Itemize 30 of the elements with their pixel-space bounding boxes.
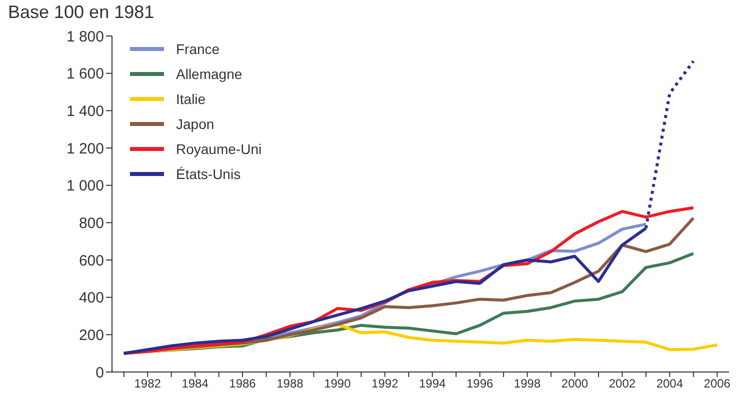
x-tick-label: 1988	[276, 376, 304, 391]
legend-label: Royaume-Uni	[176, 140, 262, 156]
x-tick-label: 2006	[704, 376, 731, 391]
x-tick-label: 1992	[372, 376, 399, 391]
x-tick-label: 1998	[514, 376, 541, 391]
text: Base 100 en 1981	[8, 2, 154, 23]
y-tick-label: 0	[96, 364, 104, 382]
x-tick-label: 2002	[608, 376, 636, 391]
x-tick-label: 2000	[561, 376, 588, 391]
y-tick-label: 1 400	[66, 102, 104, 120]
y-tick-label: 200	[78, 326, 104, 344]
x-tick-label: 1994	[419, 376, 446, 391]
y-tick-label: 800	[78, 214, 104, 232]
x-tick-label: 1996	[466, 376, 494, 391]
legend-label: États-Unis	[176, 166, 241, 182]
y-tick-label: 1 600	[66, 66, 104, 83]
x-tick-label: 1990	[324, 376, 352, 391]
y-tick-label: 1 200	[66, 140, 104, 158]
x-tick-label: 1982	[134, 376, 162, 391]
y-tick-label: 1 000	[66, 178, 104, 195]
legend-label: France	[176, 40, 220, 56]
x-tick-label: 1984	[182, 376, 209, 391]
legend-label: Japon	[176, 116, 214, 132]
y-tick-label: 400	[78, 290, 104, 307]
y-tick-label: 600	[78, 252, 104, 270]
legend-label: Allemagne	[176, 66, 242, 82]
legend-label: Italie	[176, 90, 206, 106]
x-tick-label: 2004	[656, 376, 684, 391]
y-tick-label: 1 800	[66, 28, 104, 46]
x-tick-label: 1986	[229, 376, 256, 391]
